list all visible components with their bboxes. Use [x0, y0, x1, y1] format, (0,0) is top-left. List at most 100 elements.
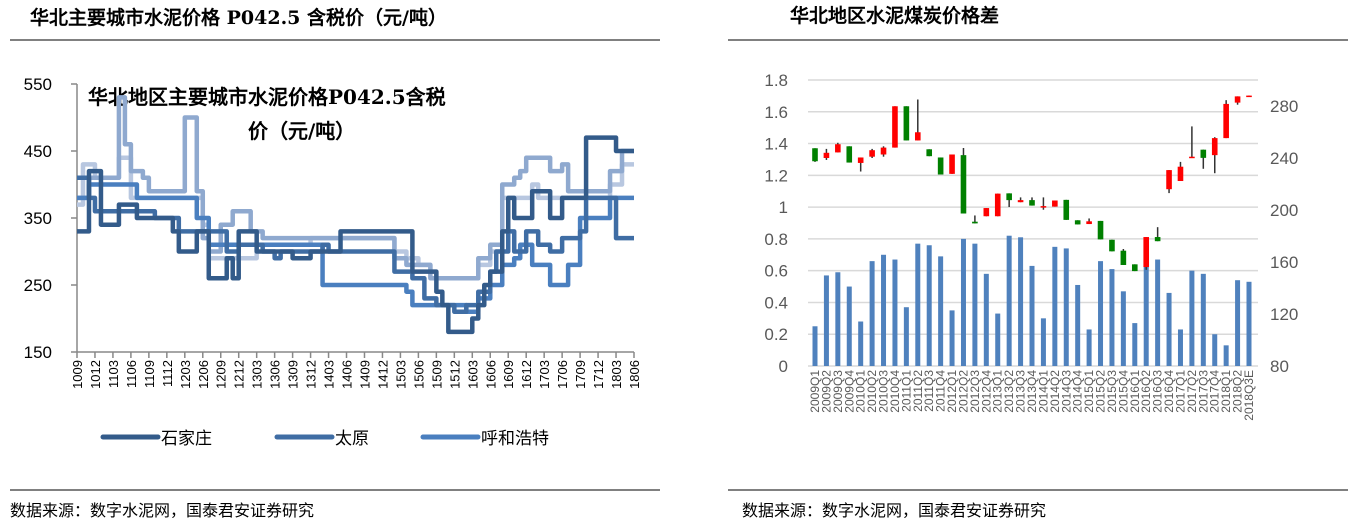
candle-body-2013Q3	[1017, 200, 1024, 203]
right-axis-label: 280	[1270, 97, 1298, 116]
left-axis-label: 1.6	[764, 103, 788, 122]
series-line-石家庄	[77, 135, 634, 335]
bar-2014Q4	[1075, 284, 1081, 366]
x-tick-label: 1206	[196, 360, 211, 389]
left-axis-label: 0.2	[764, 325, 788, 344]
candle-body-2015Q3	[1109, 239, 1115, 252]
bar-2017Q4	[1212, 334, 1218, 366]
bar-2012Q2	[960, 238, 966, 366]
legend-label: 石家庄	[161, 429, 212, 449]
candle-body-2016Q4	[1166, 170, 1172, 190]
bar-2013Q2	[1006, 235, 1012, 366]
x-tick-label: 1309	[286, 360, 301, 389]
candle-body-2011Q1	[903, 106, 910, 141]
right-source-note: 数据来源：数字水泥网，国泰君安证券研究	[742, 501, 1046, 520]
category-label: 2009Q4	[842, 370, 856, 413]
x-tick-label: 1109	[142, 360, 157, 388]
bar-2016Q1	[1132, 323, 1138, 366]
x-tick-label: 1306	[268, 360, 283, 389]
candle-body-2018Q1	[1223, 103, 1229, 139]
y-tick-label: 450	[24, 142, 52, 161]
y-tick-label: 550	[24, 75, 52, 94]
category-label: 2017Q3	[1196, 370, 1210, 413]
left-axis-label: 0.8	[764, 230, 788, 249]
x-tick-label: 1503	[393, 360, 408, 389]
bar-2015Q2	[1098, 261, 1104, 366]
x-tick-label: 1103	[106, 360, 121, 388]
left-axis-label: 1.4	[764, 135, 788, 154]
x-tick-label: 1009	[70, 360, 85, 389]
series-line-series-4	[77, 95, 634, 281]
candle-body-2013Q1	[994, 193, 1001, 217]
candle-body-2014Q4	[1074, 220, 1081, 225]
candle-body-2009Q3	[835, 144, 841, 153]
candle-body-2013Q2	[1006, 193, 1012, 201]
candle-body-2012Q1	[949, 154, 955, 174]
category-label: 2017Q2	[1185, 370, 1199, 413]
left-panel-header: 华北主要城市水泥价格 P042.5 含税价（元/吨）	[30, 6, 447, 29]
x-tick-label: 1212	[232, 360, 247, 389]
category-label: 2011Q4	[934, 370, 948, 412]
y-tick-label: 150	[24, 343, 52, 362]
x-tick-label: 1509	[429, 360, 444, 389]
candle-body-2009Q1	[812, 148, 818, 162]
x-tick-label: 1806	[627, 360, 642, 389]
category-label: 2018Q3E	[1242, 370, 1256, 421]
category-label: 2018Q2	[1231, 370, 1245, 413]
category-label: 2010Q3	[877, 370, 891, 413]
category-label: 2014Q4	[1071, 370, 1085, 413]
category-label: 2010Q1	[854, 370, 868, 413]
left-chart-title-line1: 华北地区主要城市水泥价格P042.5含税	[88, 85, 446, 109]
series-line-太原	[77, 175, 634, 315]
category-label: 2016Q3	[1151, 370, 1165, 413]
bar-2016Q2	[1143, 265, 1149, 366]
candle-body-2015Q4	[1120, 250, 1127, 265]
bar-2015Q4	[1120, 291, 1126, 366]
y-tick-label: 350	[24, 209, 52, 228]
x-tick-label: 1512	[447, 360, 462, 389]
x-tick-label: 1312	[304, 360, 319, 389]
category-label: 2017Q4	[1208, 370, 1222, 413]
candle-body-2017Q2	[1189, 156, 1195, 159]
bar-2009Q1	[812, 326, 818, 366]
x-tick-label: 1303	[250, 360, 265, 389]
bar-2016Q4	[1166, 292, 1172, 366]
category-label: 2013Q4	[1025, 370, 1039, 413]
candle-body-2018Q3E	[1246, 95, 1252, 98]
category-label: 2012Q2	[956, 370, 970, 413]
cement-coal-spread-chart: 1.8 1.6 1.4 1.2 1 0.8 0.6 0.4 0.2 0 280 240 200 160 12…	[764, 71, 1298, 421]
candle-body-2015Q2	[1097, 220, 1104, 240]
y-tick-label: 250	[24, 276, 52, 295]
bar-2009Q3	[835, 272, 841, 366]
category-label: 2009Q1	[808, 370, 822, 413]
x-tick-label: 1106	[124, 360, 139, 388]
x-tick-label: 1409	[357, 360, 372, 389]
left-axis-label: 1.2	[764, 166, 788, 185]
category-label: 2014Q1	[1036, 370, 1050, 413]
bar-2014Q2	[1052, 246, 1058, 366]
category-label: 2014Q2	[1048, 370, 1062, 413]
bar-2017Q1	[1177, 329, 1183, 366]
bar-2012Q3	[972, 243, 978, 366]
candle-body-2017Q4	[1211, 138, 1218, 156]
bar-2010Q3	[881, 254, 887, 366]
category-label: 2010Q2	[865, 370, 879, 413]
candle-body-2010Q4	[892, 106, 898, 148]
candle-body-2011Q4	[937, 157, 944, 175]
bar-2012Q4	[983, 273, 989, 366]
category-label: 2009Q2	[819, 370, 833, 413]
candle-body-2010Q3	[880, 147, 887, 155]
category-label: 2011Q3	[922, 370, 936, 412]
x-tick-label: 1603	[465, 360, 480, 389]
category-label: 2012Q4	[979, 370, 993, 413]
category-label: 2013Q3	[1014, 370, 1028, 413]
legend-label: 呼和浩特	[481, 429, 549, 449]
category-label: 2013Q1	[991, 370, 1005, 413]
candle-body-2016Q3	[1154, 237, 1161, 242]
right-axis-label: 80	[1270, 357, 1289, 376]
category-label: 2015Q1	[1082, 370, 1096, 413]
candle-body-2012Q2	[960, 155, 967, 214]
candle-body-2016Q2	[1143, 237, 1150, 268]
category-label: 2016Q2	[1139, 370, 1153, 413]
